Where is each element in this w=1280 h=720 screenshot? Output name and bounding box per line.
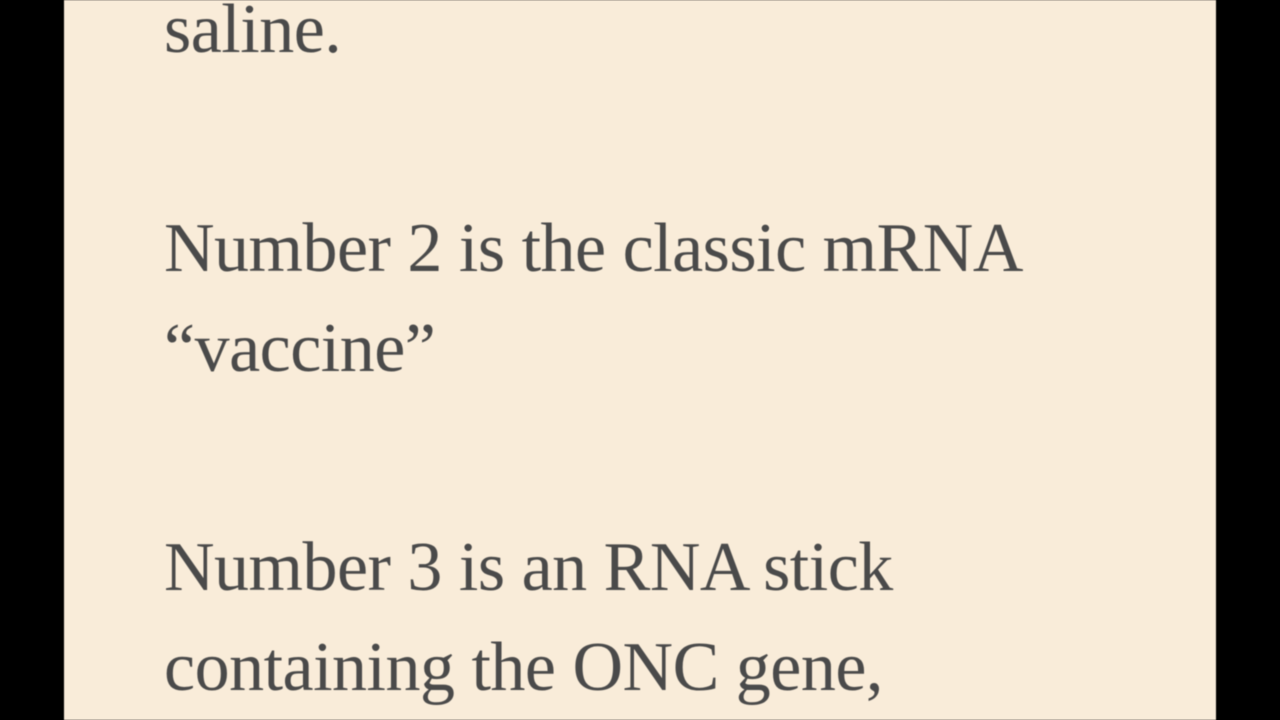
paragraph-2: Number 2 is the classic mRNA “vaccine” <box>164 199 1116 398</box>
paragraph-1: saline. <box>164 0 1116 79</box>
document-page: saline. Number 2 is the classic mRNA “va… <box>64 0 1216 720</box>
paragraph-3: Number 3 is an RNA stick containing the … <box>164 518 1116 717</box>
